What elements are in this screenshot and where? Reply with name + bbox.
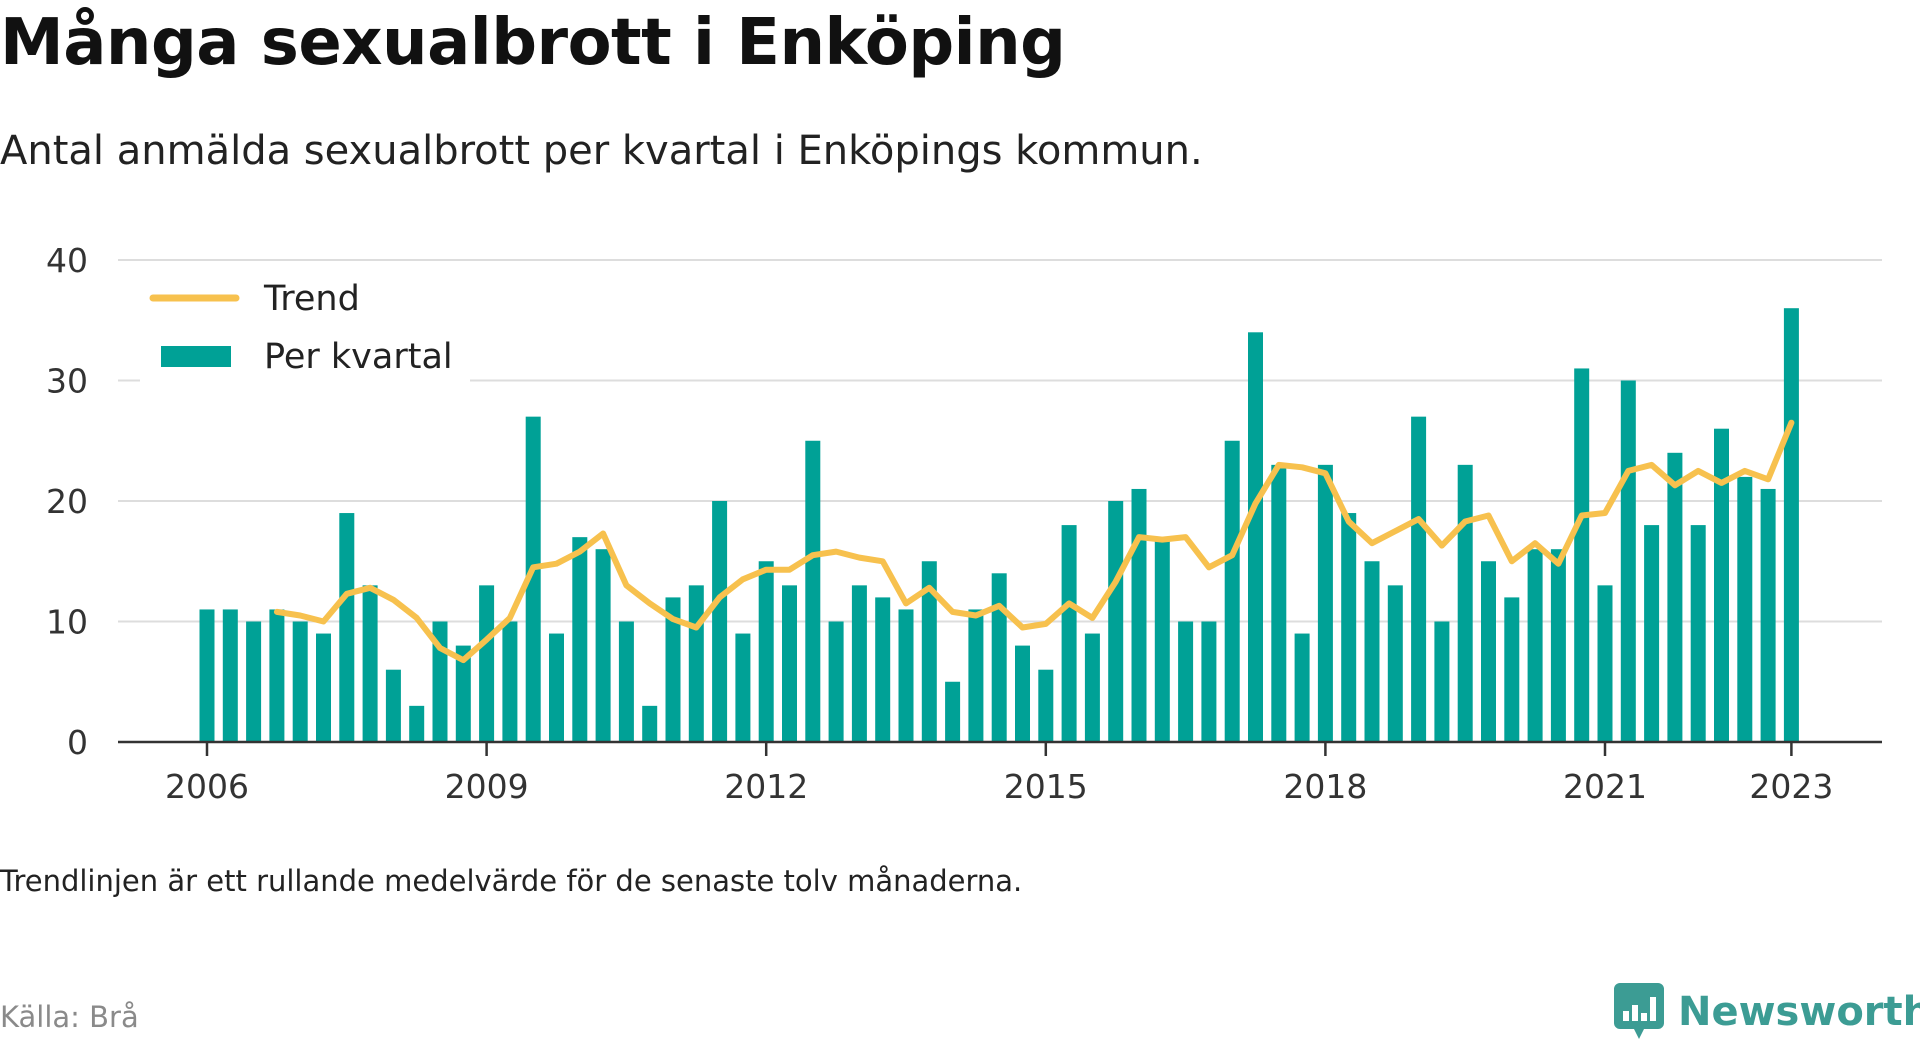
bar — [898, 609, 914, 742]
bar — [712, 501, 728, 742]
bar — [1644, 525, 1660, 742]
y-tick-label: 0 — [67, 723, 88, 762]
x-tick-label: 2015 — [1004, 767, 1088, 806]
bar — [1015, 645, 1030, 742]
bar — [1271, 464, 1287, 742]
source-note: Källa: Brå — [0, 1000, 139, 1034]
bar — [1154, 537, 1170, 742]
bar — [688, 585, 704, 742]
bar — [502, 621, 518, 742]
bar — [1038, 669, 1054, 742]
bar — [1294, 633, 1310, 742]
brand-logo: Newsworthy — [1614, 982, 1920, 1042]
legend-bar-label: Per kvartal — [264, 337, 453, 377]
legend-bar-swatch — [161, 346, 231, 367]
y-tick-label: 30 — [46, 362, 88, 401]
bar — [642, 705, 658, 742]
bar — [1434, 621, 1450, 742]
footnote: Trendlinjen är ett rullande medelvärde f… — [0, 864, 1023, 898]
bar — [1201, 621, 1217, 742]
bar — [1737, 476, 1753, 742]
bar — [222, 609, 238, 742]
x-tick-label: 2018 — [1283, 767, 1367, 806]
bar — [1504, 597, 1520, 742]
bar — [269, 609, 285, 742]
bar — [1411, 416, 1427, 742]
bar — [921, 561, 937, 742]
bar — [1550, 549, 1566, 742]
bar — [991, 573, 1007, 742]
x-tick-label: 2006 — [165, 767, 249, 806]
bar — [735, 633, 751, 742]
bar — [1178, 621, 1194, 742]
legend: Trend Per kvartal — [140, 262, 470, 384]
bar — [665, 597, 681, 742]
bar — [1084, 633, 1100, 742]
bar — [1248, 332, 1263, 742]
bar — [1620, 380, 1636, 742]
bar — [595, 549, 611, 742]
bar — [292, 621, 308, 742]
bar — [1760, 488, 1776, 742]
bar — [1364, 561, 1380, 742]
bar — [385, 669, 401, 742]
brand-name: Newsworthy — [1678, 989, 1920, 1035]
bar — [1457, 464, 1473, 742]
bar — [246, 621, 262, 742]
bar — [851, 585, 867, 742]
trend-line — [273, 419, 1795, 664]
bar — [945, 681, 961, 742]
bar — [875, 597, 891, 742]
bar — [339, 513, 355, 742]
bar — [1597, 585, 1613, 742]
bar — [1317, 464, 1333, 742]
chart-subtitle: Antal anmälda sexualbrott per kvartal i … — [0, 128, 1203, 174]
bar — [1108, 501, 1124, 742]
bar — [1690, 525, 1706, 742]
bar — [316, 633, 331, 742]
bar — [479, 585, 495, 742]
bar — [455, 645, 471, 742]
bar — [1667, 452, 1683, 742]
bar — [828, 621, 844, 742]
bar — [199, 609, 215, 742]
legend-trend-label: Trend — [263, 279, 360, 319]
x-tick-label: 2021 — [1563, 767, 1647, 806]
bar — [572, 537, 588, 742]
bar — [1574, 368, 1590, 742]
bar — [525, 416, 541, 742]
bar — [618, 621, 634, 742]
chart-title: Många sexualbrott i Enköping — [0, 6, 1066, 80]
bar — [1387, 585, 1403, 742]
bar — [409, 705, 425, 742]
y-tick-label: 40 — [46, 241, 88, 280]
newsworthy-chart-bubble-icon — [1614, 983, 1664, 1039]
x-tick-label: 2009 — [445, 767, 529, 806]
bar — [1061, 525, 1077, 742]
bar — [1714, 428, 1729, 742]
bar — [1224, 440, 1240, 742]
bar — [968, 609, 984, 742]
x-tick-label: 2012 — [724, 767, 808, 806]
y-tick-labels: 0 10 20 30 40 — [46, 241, 88, 762]
y-tick-label: 20 — [46, 482, 88, 521]
bar — [1481, 561, 1496, 742]
bar — [549, 633, 564, 742]
y-tick-label: 10 — [46, 603, 88, 642]
bar-series — [199, 308, 1799, 742]
bar — [805, 440, 821, 742]
bar — [1131, 488, 1147, 742]
bar — [758, 561, 774, 742]
bar — [1783, 308, 1799, 742]
x-tick-label: 2023 — [1749, 767, 1833, 806]
bar — [1341, 513, 1357, 742]
bar — [1527, 549, 1543, 742]
chart-area: 0 10 20 30 40 2006 2009 2012 2015 2018 2021 2023 T… — [46, 241, 1882, 806]
bar — [782, 585, 797, 742]
bar — [362, 585, 378, 742]
x-tick-labels: 2006 2009 2012 2015 2018 2021 2023 — [165, 742, 1833, 806]
